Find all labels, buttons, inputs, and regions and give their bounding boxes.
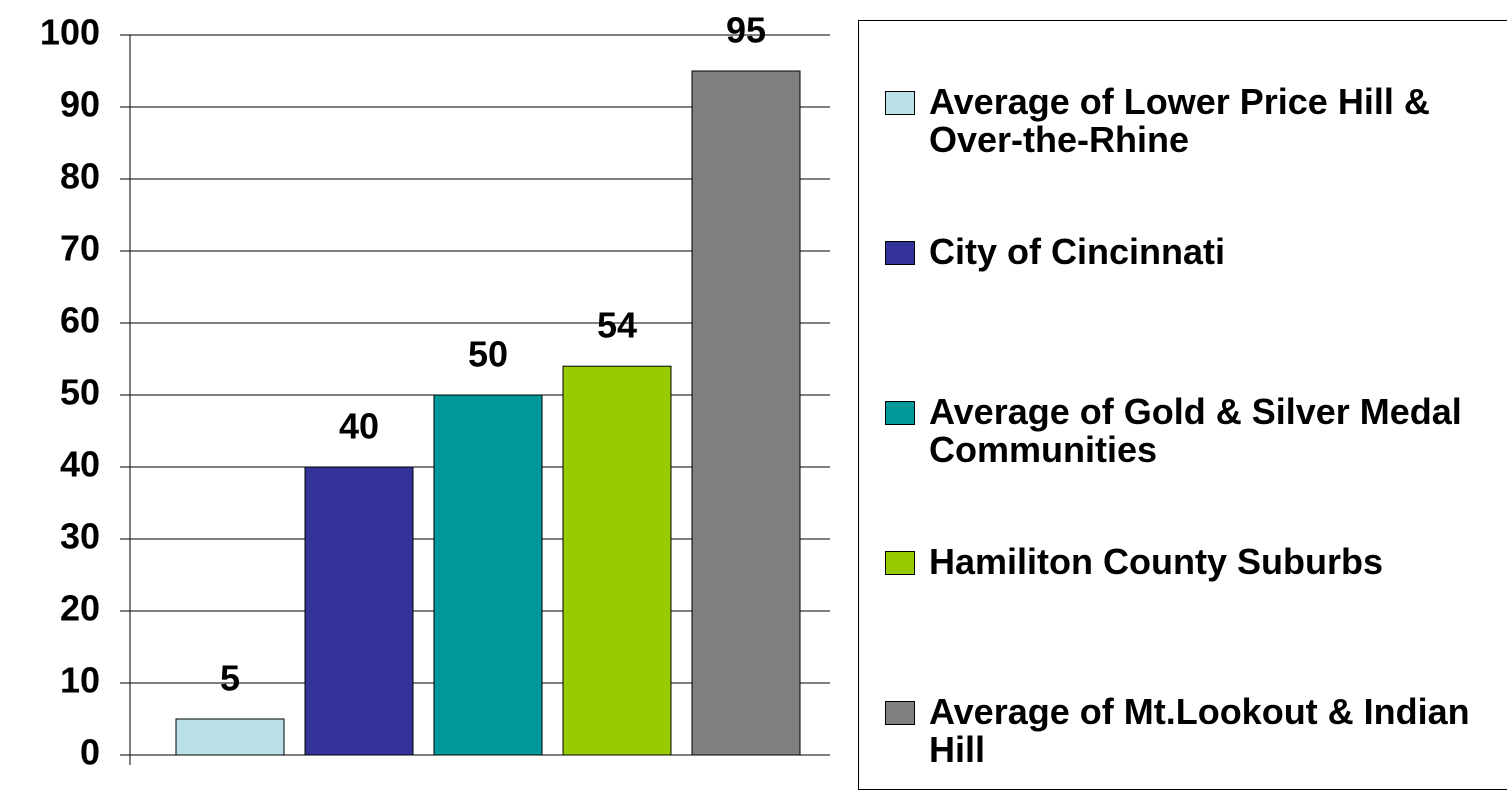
y-tick-label: 10 — [60, 660, 100, 701]
legend-label: Average of Gold & Silver Medal Communiti… — [929, 391, 1462, 470]
y-tick-label: 90 — [60, 84, 100, 125]
bar — [562, 365, 672, 756]
legend-label: Hamiliton County Suburbs — [929, 541, 1383, 582]
legend: Average of Lower Price Hill & Over-the-R… — [858, 20, 1507, 790]
legend-label: City of Cincinnati — [929, 231, 1225, 272]
y-tick-label: 0 — [80, 732, 100, 773]
y-tick-label: 70 — [60, 228, 100, 269]
legend-swatch — [885, 401, 915, 425]
legend-label: Average of Mt.Lookout & Indian Hill — [929, 691, 1470, 770]
y-tick-label: 50 — [60, 372, 100, 413]
bar — [175, 718, 285, 756]
chart: 0 10 20 30 40 50 60 70 80 90 100 5 40 50 54 95 — [40, 10, 830, 773]
legend-swatch — [885, 551, 915, 575]
data-label: 40 — [339, 406, 379, 447]
legend-swatch — [885, 91, 915, 115]
data-label: 95 — [726, 10, 766, 51]
y-tick-label: 60 — [60, 300, 100, 341]
bar — [691, 70, 801, 756]
bar — [433, 394, 543, 756]
y-tick-label: 100 — [40, 12, 100, 53]
data-label: 54 — [597, 305, 637, 346]
legend-swatch — [885, 701, 915, 725]
y-tick-label: 30 — [60, 516, 100, 557]
data-label: 50 — [468, 334, 508, 375]
legend-swatch — [885, 241, 915, 265]
bar — [304, 466, 414, 756]
legend-label: Average of Lower Price Hill & Over-the-R… — [929, 81, 1430, 160]
y-tick-label: 20 — [60, 588, 100, 629]
data-label: 5 — [220, 658, 240, 699]
y-tick-label: 80 — [60, 156, 100, 197]
y-tick-label: 40 — [60, 444, 100, 485]
